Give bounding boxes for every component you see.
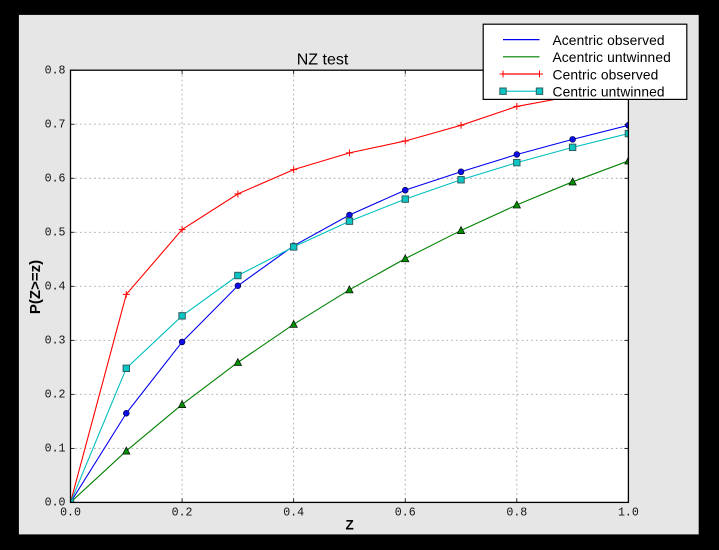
svg-text:0.5: 0.5 [45,226,66,239]
svg-text:0.6: 0.6 [45,172,66,185]
svg-text:Acentric untwinned: Acentric untwinned [553,50,671,65]
svg-text:Centric untwinned: Centric untwinned [553,85,665,100]
svg-text:0.4: 0.4 [283,506,304,519]
svg-text:Acentric observed: Acentric observed [553,33,665,48]
svg-text:0.2: 0.2 [45,389,66,402]
svg-text:0.4: 0.4 [45,281,66,294]
svg-text:0.8: 0.8 [45,64,66,77]
svg-text:P(Z>=z): P(Z>=z) [27,260,44,314]
svg-text:0.7: 0.7 [45,118,66,131]
svg-text:1.0: 1.0 [618,506,639,519]
svg-text:0.6: 0.6 [395,506,416,519]
svg-text:Z: Z [345,517,353,532]
svg-text:0.0: 0.0 [60,506,81,519]
svg-text:0.8: 0.8 [506,506,527,519]
svg-text:0.1: 0.1 [45,443,66,456]
svg-text:NZ test: NZ test [297,52,349,69]
svg-text:Centric observed: Centric observed [553,67,659,82]
svg-text:0.2: 0.2 [172,506,193,519]
svg-text:0.0: 0.0 [45,497,66,510]
svg-text:0.3: 0.3 [45,335,66,348]
